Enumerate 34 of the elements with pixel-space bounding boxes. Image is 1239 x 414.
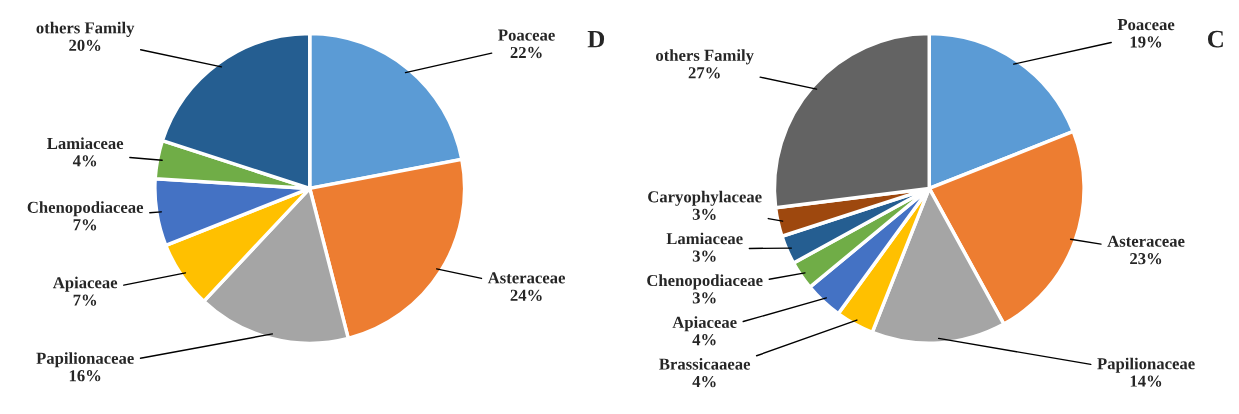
data-label: 22% — [510, 46, 542, 59]
slice-label: Papilionaceae — [36, 352, 134, 368]
slice-label: Poaceae — [498, 29, 555, 41]
chart-title: C — [1207, 30, 1223, 48]
slice-label: Lamiaceae — [47, 137, 124, 150]
data-label: 14% — [1130, 375, 1162, 387]
data-label: 27% — [688, 67, 720, 79]
slice-label: others Family — [36, 21, 135, 37]
slice-label: Papilionaceae — [1097, 357, 1195, 373]
slice-label: Chenopodiaceae — [27, 201, 144, 217]
data-label: 3% — [692, 208, 716, 220]
slice-label: Chenopodiaceae — [647, 274, 763, 290]
slice-label: others Family — [656, 49, 754, 65]
data-label: 23% — [1130, 253, 1162, 265]
slice-label: Apiaceae — [52, 276, 118, 292]
slice-label: Lamiaceae — [666, 232, 743, 245]
data-label: 16% — [69, 370, 101, 382]
data-label: 20% — [69, 39, 101, 52]
slice-label: Brassicaaeae — [659, 357, 751, 370]
slice-label: Asteraceae — [487, 272, 565, 284]
data-label: 4% — [72, 155, 97, 167]
data-label: 24% — [510, 289, 542, 301]
slice-label: Asteraceae — [1107, 235, 1185, 247]
data-label: 4% — [692, 334, 716, 346]
data-label: 7% — [73, 219, 97, 231]
slice-label: Apiaceae — [672, 316, 737, 332]
data-label: 3% — [692, 292, 716, 304]
slice-label: Caryophylaceae — [648, 190, 762, 206]
data-label: 4% — [692, 375, 716, 388]
slice-label: Poaceae — [1117, 19, 1175, 31]
data-label: 3% — [692, 250, 716, 262]
data-label: 19% — [1130, 36, 1162, 48]
chart-title: D — [587, 30, 605, 48]
data-label: 7% — [73, 294, 97, 306]
